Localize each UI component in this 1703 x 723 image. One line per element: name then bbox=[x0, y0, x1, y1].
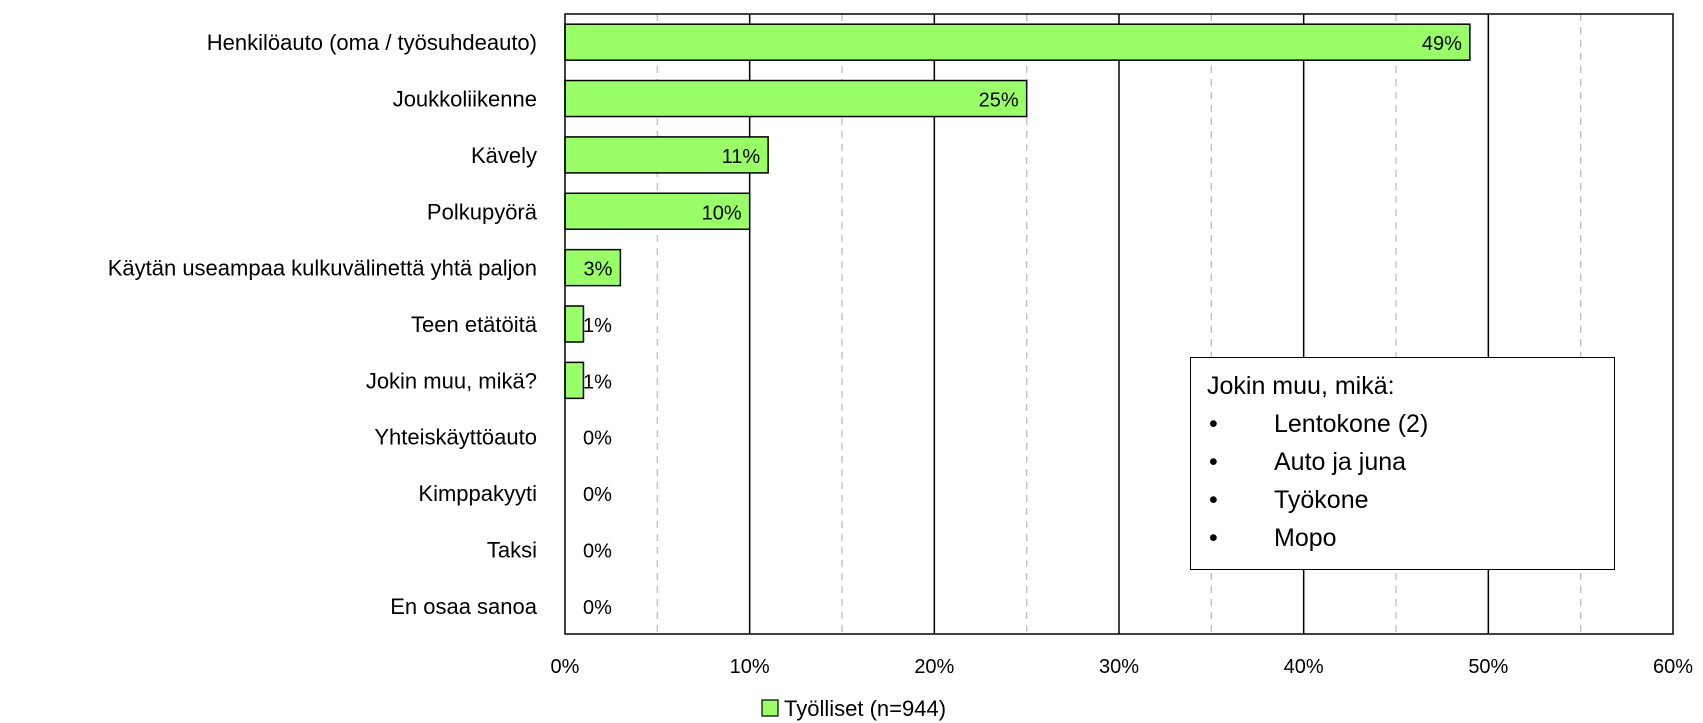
category-label: Käytän useampaa kulkuvälinettä yhtä palj… bbox=[108, 256, 537, 281]
labels: 0% 10% 20% 30% 40% 50% 60% Henkilöauto (oma / t… bbox=[108, 30, 1694, 678]
annotation-title: Jokin muu, mikä: bbox=[1207, 372, 1395, 400]
annotation-list: • Lentokone (2) • Auto ja juna • Työkone • M… bbox=[1207, 405, 1598, 557]
legend-swatch bbox=[761, 699, 779, 717]
category-label: Henkilöauto (oma / työsuhdeauto) bbox=[207, 30, 537, 55]
category-label: Yhteiskäyttöauto bbox=[374, 425, 537, 450]
x-tick-label: 0% bbox=[551, 656, 580, 678]
bullet-icon: • bbox=[1209, 447, 1218, 476]
category-label: Teen etätöitä bbox=[411, 312, 538, 337]
category-label: Kimppakyyti bbox=[418, 481, 537, 506]
annotation-item-text: Mopo bbox=[1274, 523, 1337, 552]
annotation-item: • Lentokone (2) bbox=[1207, 405, 1598, 443]
category-label: Kävely bbox=[471, 143, 537, 168]
bar bbox=[564, 79, 1028, 118]
annotation-item-text: Työkone bbox=[1274, 485, 1369, 514]
category-label: Jokin muu, mikä? bbox=[366, 368, 537, 393]
category-label: En osaa sanoa bbox=[390, 594, 538, 619]
annotation-item: • Auto ja juna bbox=[1207, 443, 1598, 481]
bullet-icon: • bbox=[1209, 409, 1218, 438]
bar bbox=[564, 248, 622, 287]
category-label: Joukkoliikenne bbox=[393, 87, 537, 112]
x-tick-label: 40% bbox=[1284, 656, 1324, 678]
data-label: 0% bbox=[583, 540, 612, 562]
annotation-item-text: Auto ja juna bbox=[1274, 447, 1407, 476]
data-label: 1% bbox=[583, 315, 612, 337]
bar bbox=[564, 136, 769, 174]
data-label: 49% bbox=[1422, 33, 1462, 55]
x-tick-label: 30% bbox=[1099, 656, 1139, 678]
data-label: 0% bbox=[583, 428, 612, 450]
data-label: 0% bbox=[583, 484, 612, 506]
axes bbox=[564, 13, 1674, 635]
bar bbox=[564, 361, 585, 400]
category-label: Taksi bbox=[487, 537, 537, 562]
bar bbox=[564, 192, 751, 231]
x-tick-label: 60% bbox=[1653, 656, 1693, 678]
category-label: Polkupyörä bbox=[427, 199, 538, 224]
annotation-item-text: Lentokone (2) bbox=[1274, 409, 1429, 438]
data-label: 10% bbox=[702, 202, 742, 224]
x-tick-label: 50% bbox=[1468, 656, 1508, 678]
annotation-item: • Työkone bbox=[1207, 481, 1598, 519]
plot-frame bbox=[564, 13, 1674, 635]
bullet-icon: • bbox=[1209, 485, 1218, 514]
data-label: 11% bbox=[722, 146, 761, 168]
annotation-box: Jokin muu, mikä: • Lentokone (2) • Auto ja… bbox=[1190, 357, 1615, 570]
x-tick-label: 10% bbox=[730, 656, 770, 678]
bar bbox=[564, 305, 585, 343]
data-label: 25% bbox=[979, 90, 1019, 112]
legend: Työlliset (n=944) bbox=[761, 696, 946, 721]
x-tick-label: 20% bbox=[914, 656, 954, 678]
data-label: 0% bbox=[583, 597, 612, 619]
legend-label: Työlliset (n=944) bbox=[784, 696, 946, 721]
bullet-icon: • bbox=[1209, 523, 1218, 552]
data-label: 1% bbox=[583, 371, 612, 393]
bar bbox=[564, 23, 1471, 61]
data-label: 3% bbox=[583, 259, 612, 281]
annotation-item: • Mopo bbox=[1207, 519, 1598, 557]
